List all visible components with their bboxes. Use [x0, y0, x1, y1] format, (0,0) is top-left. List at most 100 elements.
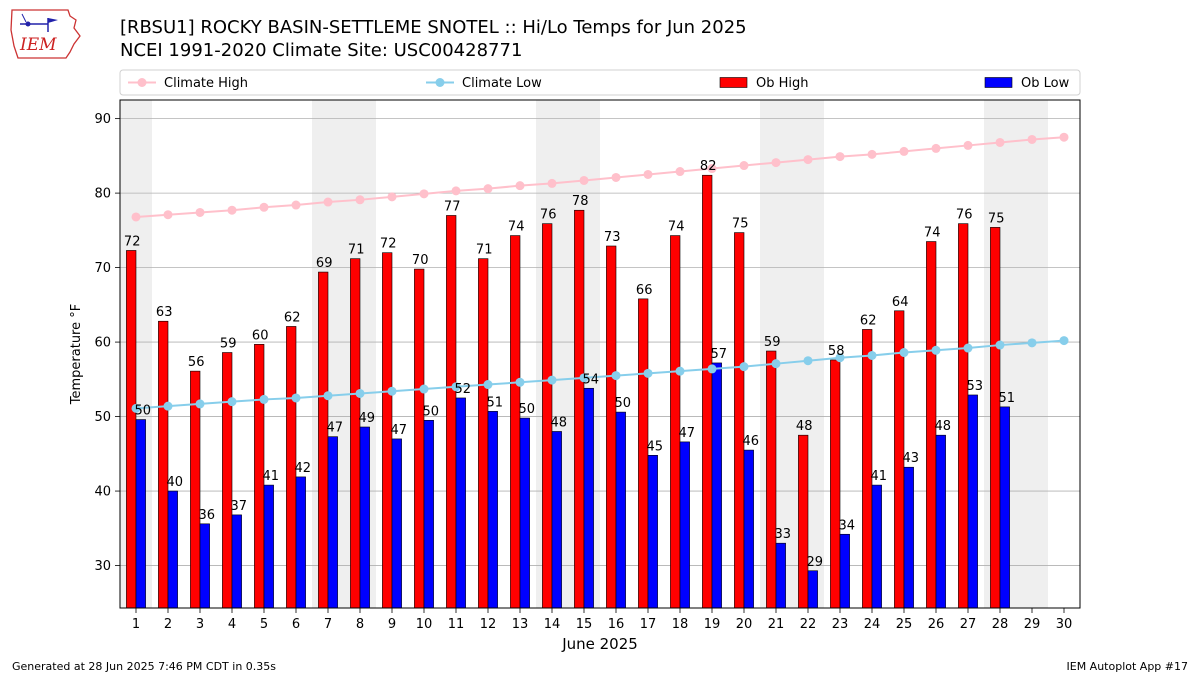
- ob-high-label: 74: [924, 226, 941, 241]
- climate-high-point: [227, 205, 237, 215]
- climate-high-point: [547, 178, 557, 188]
- ob-low-bar: [551, 431, 562, 609]
- x-tick-label: 12: [480, 617, 497, 632]
- ob-low-bar: [231, 514, 242, 609]
- ob-low-bar: [775, 542, 786, 609]
- climate-low-point: [515, 377, 525, 387]
- app-label: IEM Autoplot App #17: [1066, 660, 1189, 673]
- legend: Climate High Climate Low Ob High Ob Low: [119, 69, 1081, 96]
- climate-low-point: [291, 393, 301, 403]
- x-tick-label: 17: [640, 617, 657, 632]
- ob-low-label: 46: [743, 434, 760, 449]
- climate-high-point: [611, 172, 621, 182]
- climate-low-line: [135, 339, 1065, 410]
- ob-low-bar: [743, 449, 754, 609]
- legend-swatch-marker: [435, 78, 445, 87]
- ob-high-label: 64: [892, 295, 909, 310]
- ob-low-label: 34: [839, 518, 856, 533]
- ob-high-bar: [990, 227, 1001, 609]
- ob-low-label: 47: [391, 423, 408, 438]
- ob-high-label: 66: [636, 283, 653, 298]
- ob-low-bar: [167, 490, 178, 609]
- ob-low-bar: [391, 438, 402, 609]
- climate-low-point: [771, 359, 781, 369]
- climate-low-point: [483, 380, 493, 390]
- ob-low-label: 33: [775, 527, 792, 542]
- legend-swatch-bar: [719, 77, 748, 88]
- ob-high-bar: [446, 215, 457, 609]
- ob-high-bar: [798, 434, 809, 609]
- climate-low-point: [1027, 338, 1037, 348]
- ob-low-label: 42: [295, 461, 312, 476]
- climate-high-point: [291, 200, 301, 210]
- climate-low-point: [835, 353, 845, 363]
- ob-high-bar: [414, 268, 425, 609]
- climate-high-point: [963, 140, 973, 150]
- climate-high-point: [643, 169, 653, 179]
- climate-low-point: [995, 340, 1005, 350]
- ob-low-label: 41: [263, 469, 280, 484]
- climate-high-point: [515, 181, 525, 191]
- x-tick-label: 26: [928, 617, 945, 632]
- x-tick-label: 8: [356, 617, 364, 632]
- climate-low-point: [355, 388, 365, 398]
- plot-frame: [119, 99, 1081, 609]
- ob-low-label: 37: [231, 499, 248, 514]
- ob-low-bar: [935, 434, 946, 609]
- ob-low-label: 51: [999, 391, 1016, 406]
- ob-low-bar: [263, 484, 274, 609]
- ob-high-bar: [606, 245, 617, 609]
- ob-low-label: 49: [359, 411, 376, 426]
- x-tick-label: 18: [672, 617, 689, 632]
- ob-high-label: 56: [188, 355, 205, 370]
- ob-high-bar: [222, 352, 233, 609]
- x-axis-label: June 2025: [561, 635, 638, 653]
- climate-high-point: [1027, 134, 1037, 144]
- y-tick-label: 90: [94, 112, 111, 127]
- x-tick-label: 28: [992, 617, 1009, 632]
- climate-high-point: [419, 189, 429, 199]
- legend-label: Climate High: [164, 76, 248, 91]
- ob-high-label: 72: [124, 234, 141, 249]
- climate-high-point: [995, 137, 1005, 147]
- ob-low-label: 43: [903, 451, 920, 466]
- climate-high-point: [707, 164, 717, 174]
- y-tick-label: 70: [94, 261, 111, 276]
- x-tick-label: 1: [132, 617, 140, 632]
- ob-high-label: 71: [348, 243, 365, 258]
- ob-high-bar: [510, 235, 521, 609]
- climate-high-point: [451, 186, 461, 196]
- ob-low-label: 50: [423, 404, 440, 419]
- y-tick-label: 30: [94, 559, 111, 574]
- x-tick-label: 24: [864, 617, 881, 632]
- ob-high-bar: [958, 223, 969, 609]
- ob-low-bar: [999, 406, 1010, 609]
- iem-logo: IEM: [8, 6, 84, 64]
- climate-low-point: [163, 401, 173, 411]
- ob-high-label: 70: [412, 253, 429, 268]
- ob-high-label: 82: [700, 159, 717, 174]
- legend-label: Ob Low: [1021, 76, 1070, 91]
- climate-high-point: [1059, 132, 1069, 142]
- ob-low-label: 51: [487, 395, 504, 410]
- ob-low-bar: [583, 387, 594, 609]
- climate-high-point: [675, 167, 685, 177]
- climate-high-point: [195, 207, 205, 217]
- climate-low-point: [419, 384, 429, 394]
- ob-low-bar: [519, 417, 530, 609]
- ob-low-label: 53: [967, 379, 984, 394]
- ob-high-bar: [830, 359, 841, 609]
- ob-low-bar: [807, 570, 818, 609]
- climate-low-point: [547, 375, 557, 385]
- x-tick-label: 9: [388, 617, 396, 632]
- ob-low-bar: [647, 455, 658, 609]
- x-tick-label: 3: [196, 617, 204, 632]
- climate-low-point: [611, 371, 621, 381]
- ob-high-label: 73: [604, 230, 621, 245]
- x-tick-label: 5: [260, 617, 268, 632]
- climate-high-point: [355, 195, 365, 205]
- ob-high-bar: [766, 350, 777, 609]
- climate-low-point: [387, 386, 397, 396]
- legend-swatch-bar: [984, 77, 1013, 88]
- legend-label: Climate Low: [462, 76, 542, 91]
